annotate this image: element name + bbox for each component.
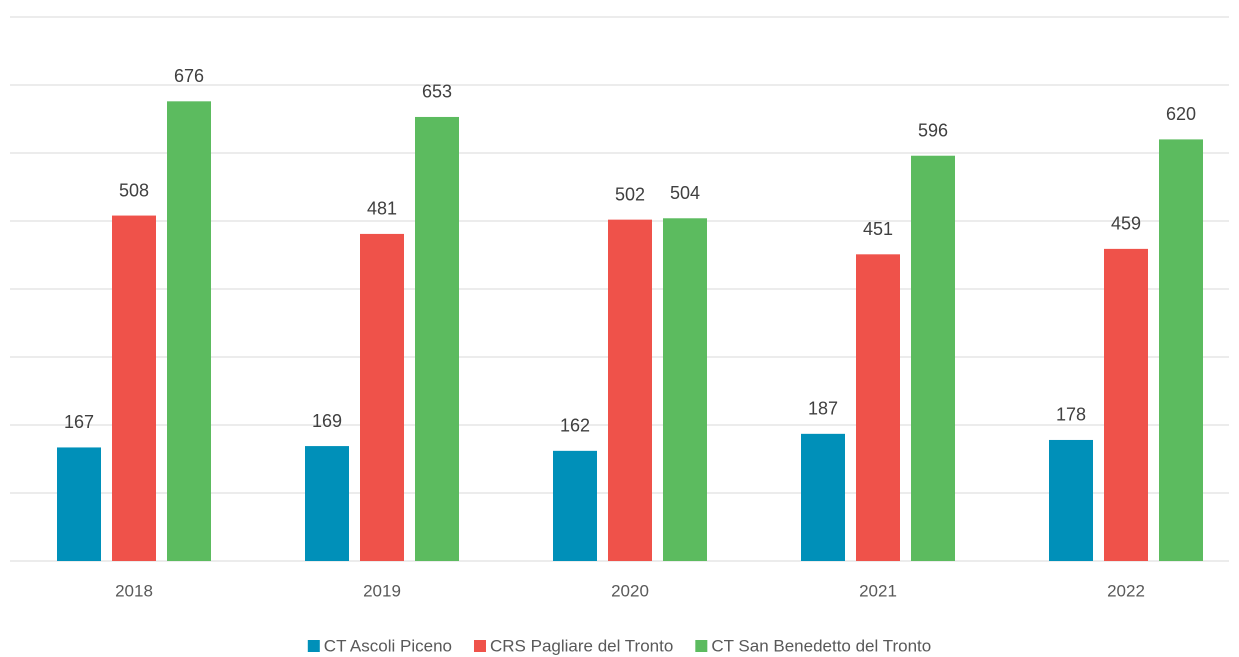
legend-label: CT Ascoli Piceno — [324, 636, 452, 655]
x-tick-label: 2021 — [859, 581, 897, 600]
bar — [57, 447, 101, 561]
x-tick-label: 2020 — [611, 581, 649, 600]
bar — [415, 116, 459, 562]
bar — [1049, 439, 1093, 561]
bar — [553, 450, 597, 561]
bar — [1104, 248, 1148, 561]
bar — [360, 233, 404, 562]
data-label: 508 — [119, 180, 149, 200]
bar — [911, 155, 955, 561]
legend-swatch — [473, 640, 486, 652]
bar — [1159, 139, 1203, 561]
x-tick-label: 2022 — [1107, 581, 1145, 600]
data-label: 451 — [863, 219, 893, 239]
data-label: 459 — [1111, 214, 1141, 234]
data-label: 187 — [808, 399, 838, 419]
bar — [112, 215, 156, 561]
bar — [305, 446, 349, 561]
x-tick-label: 2018 — [115, 581, 153, 600]
data-label: 504 — [670, 183, 700, 203]
data-label: 162 — [560, 416, 590, 436]
legend-label: CT San Benedetto del Tronto — [711, 636, 931, 655]
bar — [856, 254, 900, 561]
data-label: 167 — [64, 412, 94, 432]
data-label: 596 — [918, 120, 948, 140]
legend: CT Ascoli Piceno CRS Pagliare del Tronto C… — [307, 636, 931, 655]
data-label: 620 — [1166, 104, 1196, 124]
data-label: 676 — [174, 66, 204, 86]
bar — [167, 101, 211, 561]
x-tick-label: 2019 — [363, 581, 401, 600]
legend-swatch — [307, 640, 320, 652]
legend-label: CRS Pagliare del Tronto — [490, 636, 673, 655]
data-label: 502 — [615, 184, 645, 204]
data-label: 481 — [367, 199, 397, 219]
data-label: 169 — [312, 411, 342, 431]
bar — [801, 433, 845, 561]
data-label: 178 — [1056, 405, 1086, 425]
bar — [663, 218, 707, 561]
bar — [608, 219, 652, 561]
data-label: 653 — [422, 82, 452, 102]
legend-swatch — [695, 640, 708, 652]
